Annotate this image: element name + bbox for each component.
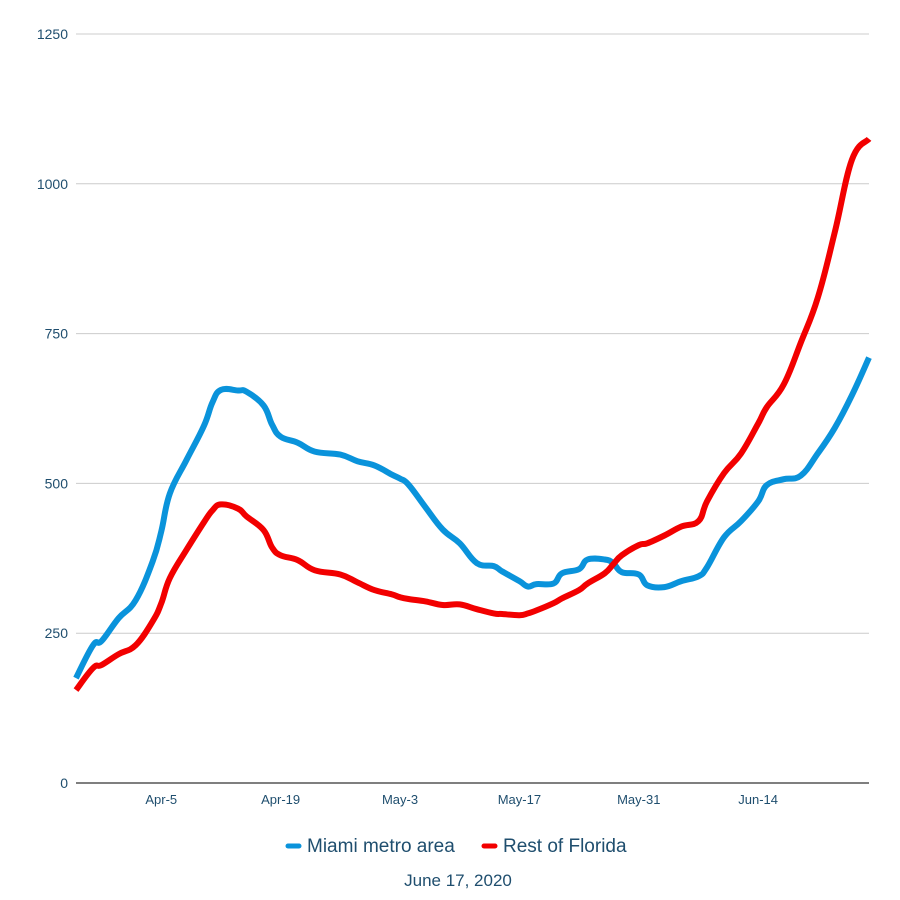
legend: Miami metro area Rest of Florida [285, 836, 627, 857]
series-line-miami-metro-area [73, 356, 872, 680]
y-tick-label: 1000 [37, 176, 68, 192]
y-tick-label: 750 [45, 326, 69, 342]
series-line-rest-of-florida [73, 136, 872, 692]
y-tick-label: 1250 [37, 26, 68, 42]
grid-lines [76, 33, 869, 634]
legend-item-rest-of-florida: Rest of Florida [481, 836, 627, 857]
x-tick-label: Apr-5 [145, 792, 177, 807]
y-tick-label: 0 [60, 775, 68, 791]
y-tick-label: 250 [45, 625, 69, 641]
legend-label-miami: Miami metro area [307, 836, 455, 857]
y-tick-label: 500 [45, 475, 69, 491]
x-axis-tick-labels: Apr-5 Apr-19 May-3 May-17 May-31 Jun-14 [145, 792, 778, 807]
x-tick-label: Jun-14 [738, 792, 778, 807]
legend-item-miami: Miami metro area [285, 836, 455, 857]
x-tick-label: May-31 [617, 792, 660, 807]
chart-date-caption: June 17, 2020 [404, 871, 512, 890]
x-tick-label: Apr-19 [261, 792, 300, 807]
x-tick-label: May-17 [498, 792, 541, 807]
legend-label-rest-of-florida: Rest of Florida [503, 836, 627, 857]
y-axis-tick-labels: 0 250 500 750 1000 1250 [37, 26, 68, 791]
x-tick-label: May-3 [382, 792, 418, 807]
series-lines [73, 136, 872, 692]
